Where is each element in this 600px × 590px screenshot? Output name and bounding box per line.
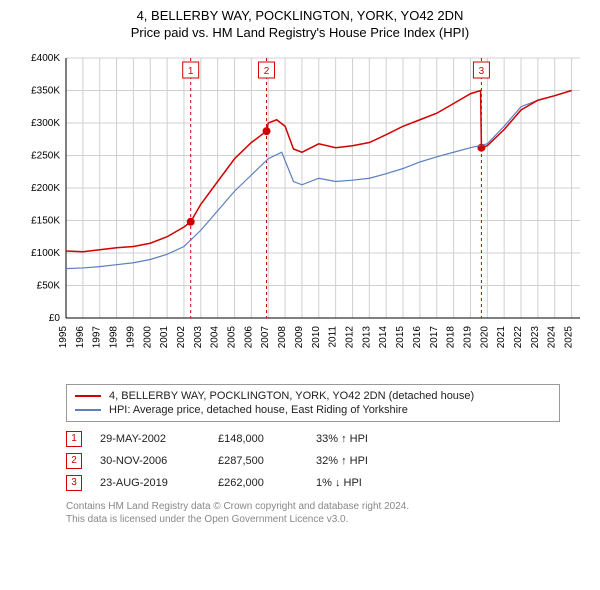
- svg-text:2003: 2003: [193, 325, 204, 348]
- svg-text:2001: 2001: [159, 325, 170, 348]
- svg-text:2015: 2015: [395, 325, 406, 348]
- svg-text:1996: 1996: [75, 325, 86, 348]
- event-row-3: 3 23-AUG-2019 £262,000 1% ↓ HPI: [66, 472, 560, 494]
- chart-area: £0 £50K £100K £150K £200K £250K £300K £350K £400…: [10, 48, 590, 378]
- svg-text:2014: 2014: [378, 325, 389, 348]
- svg-text:2022: 2022: [513, 325, 524, 348]
- footer-line-2: This data is licensed under the Open Gov…: [66, 513, 560, 526]
- svg-text:2017: 2017: [429, 325, 440, 348]
- svg-text:2005: 2005: [227, 325, 238, 348]
- event-date-2: 30-NOV-2006: [100, 455, 200, 467]
- line-chart: £0 £50K £100K £150K £200K £250K £300K £350K £400…: [10, 48, 590, 378]
- svg-text:2024: 2024: [547, 325, 558, 348]
- legend-item-property: 4, BELLERBY WAY, POCKLINGTON, YORK, YO42…: [75, 389, 551, 403]
- event-price-1: £148,000: [218, 433, 298, 445]
- svg-text:£400K: £400K: [31, 53, 60, 64]
- svg-text:1998: 1998: [109, 325, 120, 348]
- svg-text:2020: 2020: [479, 325, 490, 348]
- footer-note: Contains HM Land Registry data © Crown c…: [66, 500, 560, 526]
- svg-text:2006: 2006: [243, 325, 254, 348]
- event-hpi-3: 1% ↓ HPI: [316, 477, 362, 489]
- event-row-1: 1 29-MAY-2002 £148,000 33% ↑ HPI: [66, 428, 560, 450]
- event-date-3: 23-AUG-2019: [100, 477, 200, 489]
- svg-text:1: 1: [188, 66, 194, 77]
- svg-text:2000: 2000: [142, 325, 153, 348]
- svg-text:1999: 1999: [125, 325, 136, 348]
- event-hpi-1: 33% ↑ HPI: [316, 433, 368, 445]
- svg-text:£150K: £150K: [31, 215, 60, 226]
- legend-label-hpi: HPI: Average price, detached house, East…: [109, 404, 408, 416]
- event-price-2: £287,500: [218, 455, 298, 467]
- svg-text:2007: 2007: [260, 325, 271, 348]
- svg-text:£200K: £200K: [31, 183, 60, 194]
- svg-text:£300K: £300K: [31, 118, 60, 129]
- svg-text:2013: 2013: [361, 325, 372, 348]
- svg-text:2016: 2016: [412, 325, 423, 348]
- legend-swatch-hpi: [75, 409, 101, 411]
- svg-text:2011: 2011: [328, 325, 339, 347]
- svg-text:2010: 2010: [311, 325, 322, 348]
- svg-text:2025: 2025: [564, 325, 575, 348]
- event-date-1: 29-MAY-2002: [100, 433, 200, 445]
- legend: 4, BELLERBY WAY, POCKLINGTON, YORK, YO42…: [66, 384, 560, 422]
- event-hpi-2: 32% ↑ HPI: [316, 455, 368, 467]
- svg-text:£350K: £350K: [31, 85, 60, 96]
- legend-item-hpi: HPI: Average price, detached house, East…: [75, 403, 551, 417]
- svg-text:2021: 2021: [496, 325, 507, 348]
- svg-text:2018: 2018: [446, 325, 457, 348]
- svg-text:2002: 2002: [176, 325, 187, 348]
- chart-container: 4, BELLERBY WAY, POCKLINGTON, YORK, YO42…: [0, 0, 600, 532]
- svg-text:£0: £0: [49, 313, 61, 324]
- svg-text:£250K: £250K: [31, 150, 60, 161]
- svg-text:1995: 1995: [58, 325, 69, 348]
- legend-label-property: 4, BELLERBY WAY, POCKLINGTON, YORK, YO42…: [109, 390, 474, 402]
- event-marker-3: 3: [66, 475, 82, 491]
- svg-text:1997: 1997: [92, 325, 103, 348]
- svg-text:£50K: £50K: [37, 280, 61, 291]
- events-table: 1 29-MAY-2002 £148,000 33% ↑ HPI 2 30-NO…: [66, 428, 560, 494]
- svg-text:2009: 2009: [294, 325, 305, 348]
- title-line-1: 4, BELLERBY WAY, POCKLINGTON, YORK, YO42…: [10, 8, 590, 25]
- svg-text:2023: 2023: [530, 325, 541, 348]
- legend-swatch-property: [75, 395, 101, 397]
- svg-text:£100K: £100K: [31, 248, 60, 259]
- svg-text:2019: 2019: [462, 325, 473, 348]
- svg-text:2012: 2012: [344, 325, 355, 348]
- title-line-2: Price paid vs. HM Land Registry's House …: [10, 25, 590, 42]
- event-marker-1: 1: [66, 431, 82, 447]
- footer-line-1: Contains HM Land Registry data © Crown c…: [66, 500, 560, 513]
- event-row-2: 2 30-NOV-2006 £287,500 32% ↑ HPI: [66, 450, 560, 472]
- event-marker-2: 2: [66, 453, 82, 469]
- svg-text:2: 2: [264, 66, 270, 77]
- svg-text:2004: 2004: [210, 325, 221, 348]
- svg-text:3: 3: [479, 66, 485, 77]
- svg-text:2008: 2008: [277, 325, 288, 348]
- event-price-3: £262,000: [218, 477, 298, 489]
